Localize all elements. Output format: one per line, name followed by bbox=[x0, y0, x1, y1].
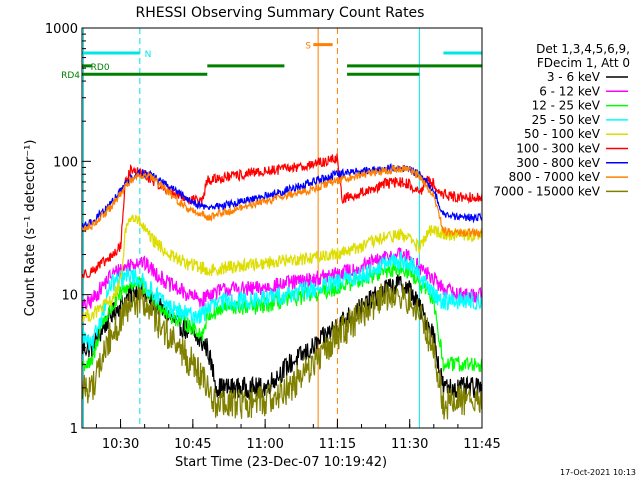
generation-timestamp: 17-Oct-2021 10:13 bbox=[560, 468, 636, 477]
legend-entry-label: 12 - 25 keV bbox=[532, 99, 601, 113]
legend-entry-label: 7000 - 15000 keV bbox=[493, 184, 600, 198]
legend-entry-label: 6 - 12 keV bbox=[539, 84, 601, 98]
series-line-5 bbox=[82, 214, 482, 323]
flag-label: S bbox=[305, 42, 311, 52]
y-axis-label: Count Rate (s⁻¹ detector⁻¹) bbox=[23, 140, 38, 317]
x-tick-label: 10:45 bbox=[174, 437, 211, 452]
flag-label: RD0 bbox=[91, 63, 110, 73]
x-tick-label: 11:45 bbox=[463, 437, 500, 452]
series-line-2 bbox=[82, 247, 482, 315]
series-line-8 bbox=[82, 164, 482, 238]
legend-entry-label: 300 - 800 keV bbox=[516, 156, 600, 170]
chart-title: RHESSI Observing Summary Count Rates bbox=[136, 5, 425, 21]
x-tick-label: 11:00 bbox=[246, 437, 283, 452]
y-tick-label: 1000 bbox=[45, 22, 78, 37]
flag-label: N bbox=[145, 50, 152, 60]
x-tick-label: 11:15 bbox=[319, 437, 356, 452]
series-line-4 bbox=[82, 250, 482, 352]
legend-entry-label: 3 - 6 keV bbox=[547, 70, 601, 84]
plot-frame bbox=[81, 27, 483, 429]
y-tick-label: 10 bbox=[61, 289, 78, 304]
legend-entry-label: 800 - 7000 keV bbox=[509, 170, 601, 184]
y-tick-label: 1 bbox=[70, 422, 78, 437]
legend-title-line-2: FDecim 1, Att 0 bbox=[537, 56, 630, 70]
y-axis: 1 10 100 1000 bbox=[45, 22, 91, 437]
series-layer bbox=[82, 153, 482, 420]
x-axis-label: Start Time (23-Dec-07 10:19:42) bbox=[175, 455, 387, 470]
legend-entry-label: 50 - 100 keV bbox=[524, 127, 601, 141]
legend-entry-label: 100 - 300 keV bbox=[516, 142, 600, 156]
flag-bars: N RD0 RD4 S bbox=[61, 42, 482, 81]
legend-title-line-1: Det 1,3,4,5,6,9, bbox=[536, 42, 630, 56]
x-tick-label: 10:30 bbox=[102, 437, 139, 452]
series-line-9 bbox=[82, 283, 482, 420]
flag-label: RD4 bbox=[61, 71, 80, 81]
legend: Det 1,3,4,5,6,9, FDecim 1, Att 0 3 - 6 k… bbox=[493, 42, 630, 198]
y-tick-label: 100 bbox=[53, 155, 78, 170]
x-axis: 10:30 10:45 11:00 11:15 11:30 11:45 bbox=[95, 419, 501, 452]
x-tick-label: 11:30 bbox=[391, 437, 428, 452]
legend-entry-label: 25 - 50 keV bbox=[532, 113, 601, 127]
